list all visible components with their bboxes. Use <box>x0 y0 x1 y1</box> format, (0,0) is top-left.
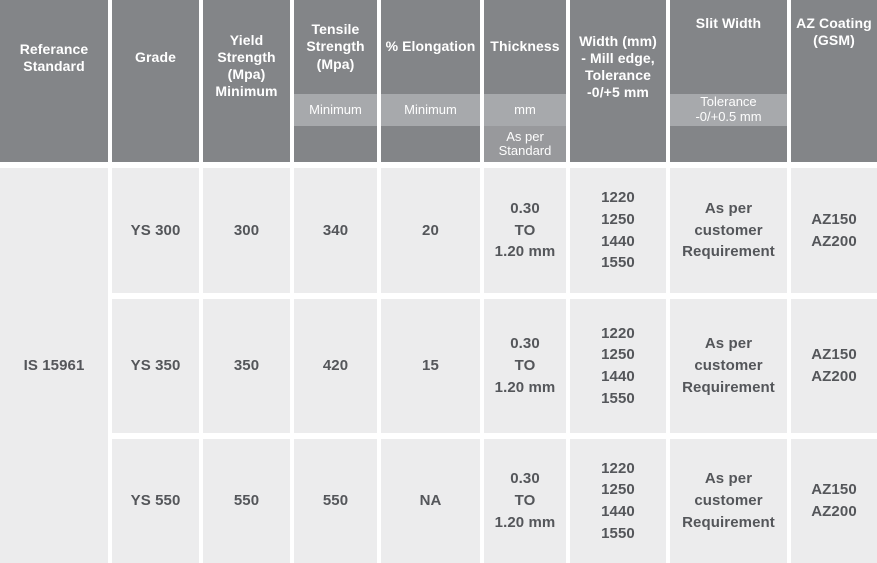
header-cell-az-coating: AZ Coating (GSM) <box>791 0 877 162</box>
cell-yield-row1: 300 <box>203 168 290 293</box>
header-label-grade: Grade <box>135 49 176 66</box>
header-subband-slit-tolerance: Tolerance -0/+0.5 mm <box>670 94 787 126</box>
header-cell-elongation: % Elongation Minimum <box>381 0 480 162</box>
cell-thickness-row1: 0.30 TO 1.20 mm <box>484 168 566 293</box>
cell-tensile-row2: 420 <box>294 299 377 433</box>
header-label-width: Width (mm) - Mill edge, Tolerance -0/+5 … <box>579 32 657 101</box>
cell-tensile-row1: 340 <box>294 168 377 293</box>
cell-slit-row2: As per customer Requirement <box>670 299 787 433</box>
cell-width-row2: 1220 1250 1440 1550 <box>570 299 666 433</box>
cell-elongation-row2: 15 <box>381 299 480 433</box>
cell-slit-row1: As per customer Requirement <box>670 168 787 293</box>
cell-grade-row2: YS 350 <box>112 299 199 433</box>
header-subband-thickness-mm: mm <box>484 94 566 126</box>
header-label-yield-strength: Yield Strength (Mpa) Minimum <box>215 31 278 100</box>
header-subband-elongation-minimum: Minimum <box>381 94 480 126</box>
cell-reference-standard: IS 15961 <box>0 168 108 563</box>
cell-elongation-row1: 20 <box>381 168 480 293</box>
header-label-tensile-strength: Tensile Strength (Mpa) <box>306 21 365 72</box>
header-label-elongation: % Elongation <box>385 38 476 55</box>
cell-grade-row3: YS 550 <box>112 439 199 563</box>
cell-yield-row3: 550 <box>203 439 290 563</box>
cell-thickness-row2: 0.30 TO 1.20 mm <box>484 299 566 433</box>
header-label-reference-standard: Referance Standard <box>19 40 89 74</box>
header-label-slit-width: Slit Width <box>695 15 762 31</box>
header-cell-slit-width: Slit Width Tolerance -0/+0.5 mm <box>670 0 787 162</box>
header-label-az-coating: AZ Coating (GSM) <box>796 15 872 49</box>
header-cell-reference-standard: Referance Standard <box>0 0 108 162</box>
cell-az-row3: AZ150 AZ200 <box>791 439 877 563</box>
header-cell-yield-strength: Yield Strength (Mpa) Minimum <box>203 0 290 162</box>
cell-slit-row3: As per customer Requirement <box>670 439 787 563</box>
cell-az-row1: AZ150 AZ200 <box>791 168 877 293</box>
header-cell-width: Width (mm) - Mill edge, Tolerance -0/+5 … <box>570 0 666 162</box>
cell-elongation-row3: NA <box>381 439 480 563</box>
cell-yield-row2: 350 <box>203 299 290 433</box>
header-cell-thickness: Thickness mm As per Standard <box>484 0 566 162</box>
header-subband-thickness-standard: As per Standard <box>484 126 566 162</box>
header-cell-tensile-strength: Tensile Strength (Mpa) Minimum <box>294 0 377 162</box>
cell-tensile-row3: 550 <box>294 439 377 563</box>
cell-az-row2: AZ150 AZ200 <box>791 299 877 433</box>
header-subband-tensile-minimum: Minimum <box>294 94 377 126</box>
cell-width-row1: 1220 1250 1440 1550 <box>570 168 666 293</box>
cell-width-row3: 1220 1250 1440 1550 <box>570 439 666 563</box>
header-cell-grade: Grade <box>112 0 199 162</box>
cell-grade-row1: YS 300 <box>112 168 199 293</box>
header-label-thickness: Thickness <box>490 38 560 55</box>
cell-thickness-row3: 0.30 TO 1.20 mm <box>484 439 566 563</box>
